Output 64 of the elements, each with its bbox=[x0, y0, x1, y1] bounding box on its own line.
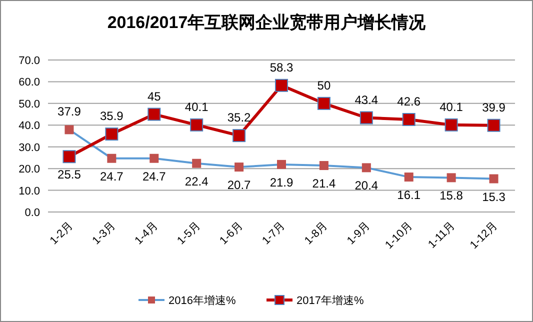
data-label: 21.9 bbox=[270, 175, 294, 190]
y-tick-label: 10.0 bbox=[18, 185, 40, 198]
point bbox=[150, 154, 159, 163]
x-tick-label: 1-6月 bbox=[218, 220, 246, 248]
data-label: 20.4 bbox=[354, 178, 378, 193]
point bbox=[192, 158, 202, 168]
y-tick-label: 0.0 bbox=[24, 207, 40, 219]
point bbox=[446, 173, 456, 182]
point bbox=[105, 128, 118, 141]
x-tick-label: 1-2月 bbox=[48, 220, 76, 248]
point bbox=[62, 150, 76, 164]
point bbox=[489, 174, 498, 184]
x-tick-label: 1-9月 bbox=[345, 220, 373, 248]
data-label: 24.7 bbox=[142, 169, 166, 184]
point bbox=[362, 163, 371, 172]
data-label: 35.2 bbox=[227, 110, 252, 125]
data-label: 21.4 bbox=[312, 176, 336, 191]
point bbox=[319, 161, 328, 170]
point bbox=[148, 108, 161, 121]
data-label: 43.4 bbox=[354, 92, 378, 107]
data-label: 50 bbox=[317, 78, 331, 92]
y-tick-label: 30.0 bbox=[18, 142, 40, 154]
data-label: 45 bbox=[147, 89, 162, 104]
y-tick-label: 20.0 bbox=[18, 164, 40, 176]
data-label: 39.9 bbox=[482, 100, 506, 114]
data-label: 25.5 bbox=[58, 168, 82, 182]
data-label: 22.4 bbox=[184, 174, 209, 188]
data-label: 37.9 bbox=[58, 104, 82, 119]
legend-label: 2016年增速% bbox=[168, 294, 236, 307]
point bbox=[277, 160, 286, 169]
x-tick-label: 1-4月 bbox=[132, 220, 160, 248]
data-label: 15.8 bbox=[440, 188, 464, 203]
point bbox=[107, 154, 116, 163]
point bbox=[487, 118, 500, 132]
point bbox=[275, 78, 288, 92]
point bbox=[402, 112, 416, 126]
data-label: 20.7 bbox=[227, 178, 252, 192]
data-label: 58.3 bbox=[270, 60, 294, 74]
data-label: 35.9 bbox=[100, 109, 124, 124]
point bbox=[64, 125, 74, 134]
data-label: 40.1 bbox=[440, 100, 464, 114]
point bbox=[190, 118, 204, 132]
data-label: 42.6 bbox=[397, 94, 421, 108]
data-label: 16.1 bbox=[397, 188, 421, 202]
data-label: 40.1 bbox=[184, 100, 209, 114]
chart-title: 2016/2017年互联网企业宽带用户增长情况 bbox=[107, 13, 427, 32]
point bbox=[444, 118, 458, 132]
y-tick-label: 40.0 bbox=[18, 120, 40, 132]
point bbox=[404, 172, 414, 182]
y-tick-label: 60.0 bbox=[18, 76, 40, 89]
x-tick-label: 1-7月 bbox=[260, 220, 288, 248]
point bbox=[317, 96, 330, 110]
y-tick-label: 50.0 bbox=[18, 98, 40, 110]
point bbox=[360, 111, 373, 124]
data-label: 15.3 bbox=[482, 190, 506, 204]
point bbox=[232, 129, 246, 142]
y-tick-label: 70.0 bbox=[18, 55, 40, 67]
x-tick-label: 1-5月 bbox=[175, 220, 203, 248]
point bbox=[234, 162, 244, 172]
data-label: 24.7 bbox=[100, 169, 124, 184]
legend-label: 2017年增速% bbox=[296, 294, 364, 307]
x-tick-label: 1-3月 bbox=[90, 220, 118, 248]
x-tick-label: 1-11月 bbox=[426, 220, 458, 251]
x-tick-label: 1-8月 bbox=[302, 220, 330, 248]
